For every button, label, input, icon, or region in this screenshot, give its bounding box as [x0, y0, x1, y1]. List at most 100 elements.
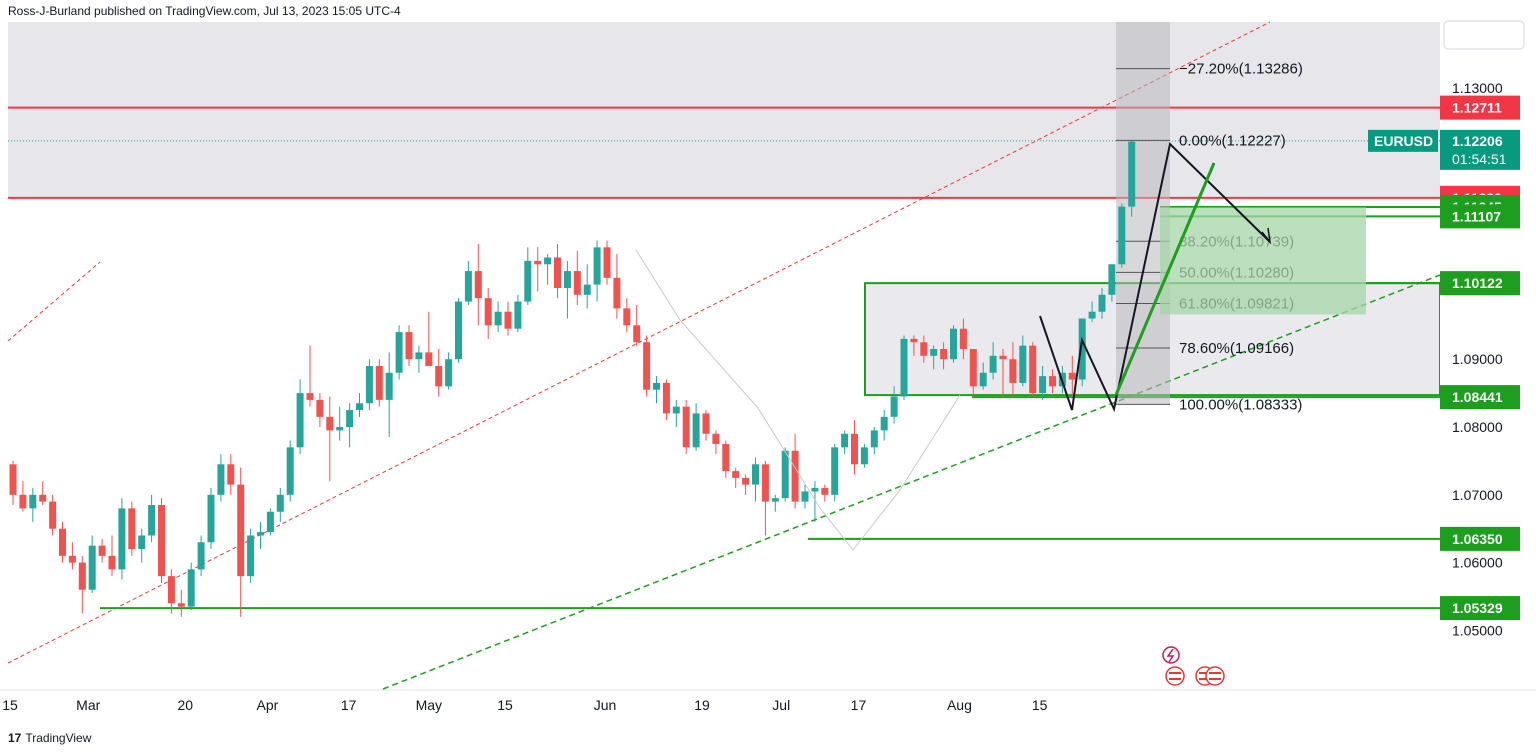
red-dashed-channel-upper — [7, 261, 101, 342]
price-tag-bg — [1440, 95, 1520, 120]
current-price-tag-bg — [1440, 129, 1520, 170]
candle-body — [365, 365, 373, 404]
x-tick-label: 15 — [497, 697, 513, 713]
candle-body — [989, 355, 997, 373]
candle-body — [375, 365, 383, 400]
candle-body — [930, 349, 938, 356]
scale-control — [1443, 20, 1525, 50]
price-tag-bg — [1440, 596, 1520, 621]
candle-body — [49, 501, 57, 529]
candle-body — [78, 562, 86, 590]
candle-body — [247, 535, 255, 577]
candle-body — [1118, 206, 1126, 265]
candle-body — [187, 569, 195, 607]
candle-body — [68, 555, 76, 563]
candle-body — [682, 406, 690, 448]
flash-icon — [1162, 646, 1180, 664]
candle-body — [158, 504, 165, 577]
candle-body — [1098, 294, 1106, 312]
candle-body — [88, 545, 96, 590]
price-tag-label: 1.11107 — [1452, 208, 1501, 224]
us-flag-icon — [1165, 666, 1185, 686]
candle-body — [29, 494, 37, 509]
x-tick-label: Mar — [76, 697, 100, 713]
y-tick-label: 1.05000 — [1452, 622, 1503, 638]
candle-body — [940, 349, 948, 360]
candle-body — [1009, 359, 1017, 383]
fib-level-label: 78.60%(1.09166) — [1179, 340, 1294, 357]
y-tick-label: 1.07000 — [1452, 487, 1503, 503]
x-tick-label: 15 — [1032, 697, 1048, 713]
candle-body — [1078, 318, 1086, 380]
candle-body — [613, 277, 621, 309]
candle-body — [534, 260, 542, 265]
candle-body — [177, 603, 185, 607]
x-tick-label: 15 — [2, 697, 18, 713]
candle-body — [118, 508, 126, 570]
candle-body — [108, 555, 116, 570]
candle-body — [920, 342, 928, 356]
tradingview-brand-text: TradingView — [25, 731, 92, 745]
x-tick-label: Aug — [947, 697, 972, 713]
candle-body — [1049, 376, 1056, 387]
target-zone — [1160, 207, 1366, 315]
x-tick-label: 17 — [341, 697, 357, 713]
symbol-tag-bg — [1368, 129, 1438, 152]
candle-body — [148, 504, 156, 536]
fib-level-label: −27.20%(1.13286) — [1179, 61, 1303, 78]
candle-body — [880, 416, 888, 431]
candle-body — [890, 396, 898, 417]
candle-body — [554, 257, 561, 289]
candle-body — [138, 535, 146, 550]
candle-body — [712, 433, 720, 444]
faint-swing-sketch — [635, 249, 961, 551]
candle-body — [464, 271, 472, 302]
candle-body — [356, 403, 363, 411]
candle-body — [732, 471, 740, 478]
candle-body — [316, 399, 324, 417]
candle-body — [969, 349, 977, 387]
price-tag-bg — [1440, 526, 1520, 551]
y-tick-label: 1.09000 — [1452, 351, 1503, 367]
price-tag-label: 1.12711 — [1452, 100, 1502, 116]
candle-body — [1068, 372, 1076, 380]
candle-body — [385, 372, 393, 400]
w-pattern-lines — [1039, 142, 1271, 413]
candle-body — [395, 332, 403, 373]
price-tag-label: 1.05329 — [1452, 600, 1503, 616]
current-price-label: 1.12206 — [1452, 133, 1503, 149]
candle-body — [692, 413, 700, 448]
candle-body — [1029, 345, 1037, 394]
candle-body — [455, 301, 462, 360]
candle-body — [286, 447, 294, 495]
candle-body — [593, 247, 601, 285]
candle-body — [346, 410, 354, 427]
candle-body — [167, 576, 175, 604]
candle-body — [415, 352, 423, 360]
x-tick-label: May — [416, 697, 442, 713]
price-tag-label: 1.10122 — [1452, 275, 1503, 291]
candle-body — [276, 494, 284, 512]
candle-body — [653, 382, 660, 390]
price-tag-bg — [1440, 271, 1520, 296]
candle-body — [514, 301, 522, 329]
candle-body — [761, 464, 769, 502]
candle-body — [1128, 141, 1136, 207]
red-dashed-channel-lower — [7, 21, 1271, 664]
candle-body — [1088, 311, 1096, 319]
price-tag-bg — [1440, 204, 1520, 229]
candle-body — [336, 427, 344, 431]
candle-body — [851, 433, 858, 465]
tradingview-brand[interactable]: 17 TradingView — [8, 731, 91, 745]
candle-body — [1108, 264, 1116, 295]
candle-body — [633, 325, 641, 343]
y-tick-label: 1.06000 — [1452, 555, 1503, 571]
x-tick-label: Jun — [594, 697, 617, 713]
candle-body — [979, 372, 987, 387]
candle-body — [781, 450, 789, 499]
candle-body — [207, 494, 215, 543]
candle-body — [494, 311, 502, 326]
candle-body — [237, 484, 245, 577]
candle-body — [672, 406, 680, 414]
